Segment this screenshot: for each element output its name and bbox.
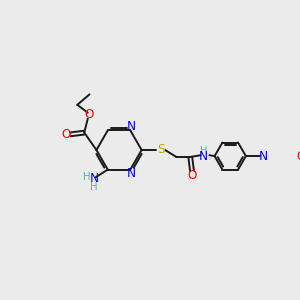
Text: N: N [127,120,136,133]
Text: O: O [187,169,197,182]
Text: S: S [157,143,164,157]
Text: O: O [85,108,94,121]
Text: O: O [61,128,71,141]
Text: H: H [200,146,207,156]
Text: N: N [89,172,98,185]
Text: N: N [127,167,136,180]
Text: H: H [83,172,91,182]
Text: O: O [296,150,300,163]
Text: N: N [259,150,268,163]
Text: H: H [90,182,98,192]
Text: N: N [199,150,208,163]
